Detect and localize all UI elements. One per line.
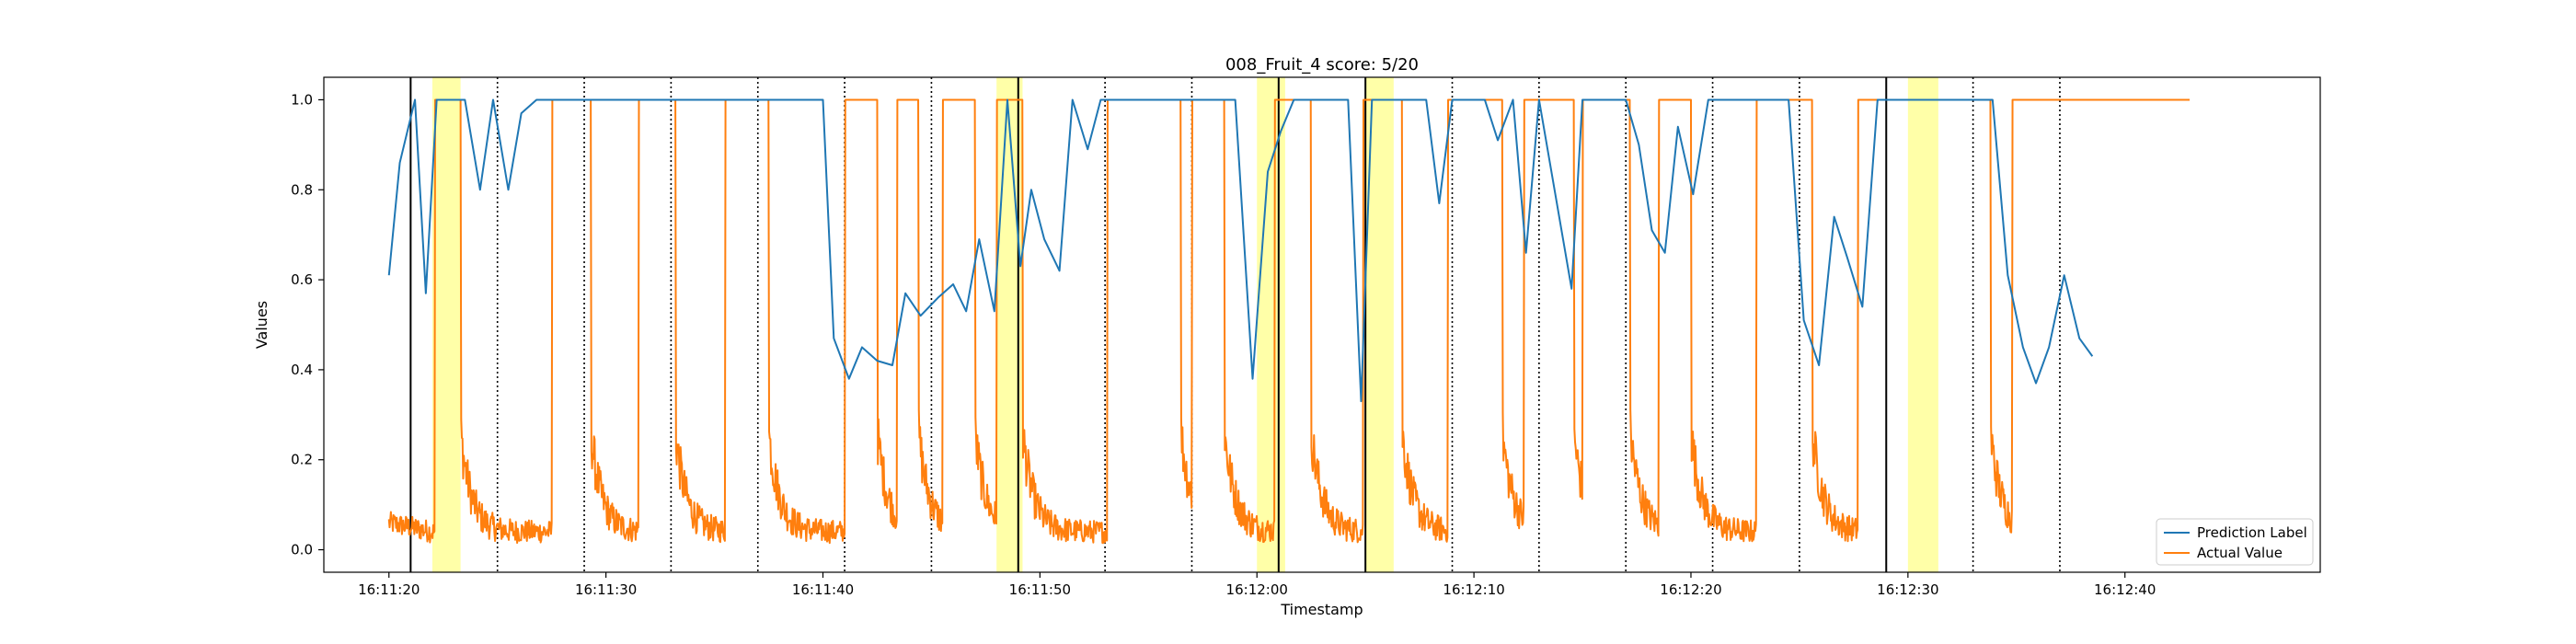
prediction-label-line <box>387 98 2094 403</box>
series-lines <box>387 98 2191 545</box>
y-tick-label: 1.0 <box>291 91 313 108</box>
plot-frame <box>323 76 2321 573</box>
x-tick-label: 16:12:00 <box>1226 581 1288 598</box>
x-axis-label: Timestamp <box>1280 601 1363 618</box>
legend-entry: Prediction Label <box>2197 524 2307 541</box>
legend: Prediction Label Actual Value <box>2156 518 2314 566</box>
x-tick-label: 16:11:40 <box>792 581 854 598</box>
highlight-region <box>1257 77 1285 572</box>
vertical-markers <box>409 77 2061 572</box>
x-tick-label: 16:11:20 <box>358 581 420 598</box>
highlight-region <box>1907 77 1938 572</box>
x-tick-label: 16:12:30 <box>1877 581 1938 598</box>
y-axis-ticks: 0.0 0.2 0.4 0.6 0.8 1.0 <box>291 91 324 558</box>
x-axis-ticks: 16:11:20 16:11:30 16:11:40 16:11:50 16:12:00… <box>358 572 2156 598</box>
legend-box <box>2156 518 2314 566</box>
y-tick-label: 0.0 <box>291 542 313 558</box>
legend-entry: Actual Value <box>2197 545 2283 561</box>
y-axis-label: Values <box>253 301 270 349</box>
x-tick-label: 16:12:40 <box>2094 581 2156 598</box>
highlight-region <box>431 77 461 572</box>
x-tick-label: 16:12:10 <box>1443 581 1504 598</box>
y-tick-label: 0.6 <box>291 271 313 288</box>
x-tick-label: 16:12:20 <box>1660 581 1721 598</box>
x-tick-label: 16:11:50 <box>1009 581 1071 598</box>
y-tick-label: 0.2 <box>291 452 313 468</box>
y-tick-label: 0.8 <box>291 181 313 198</box>
chart-title: 008_Fruit_4 score: 5/20 <box>1225 55 1419 75</box>
x-tick-label: 16:11:30 <box>575 581 637 598</box>
y-tick-label: 0.4 <box>291 362 313 378</box>
